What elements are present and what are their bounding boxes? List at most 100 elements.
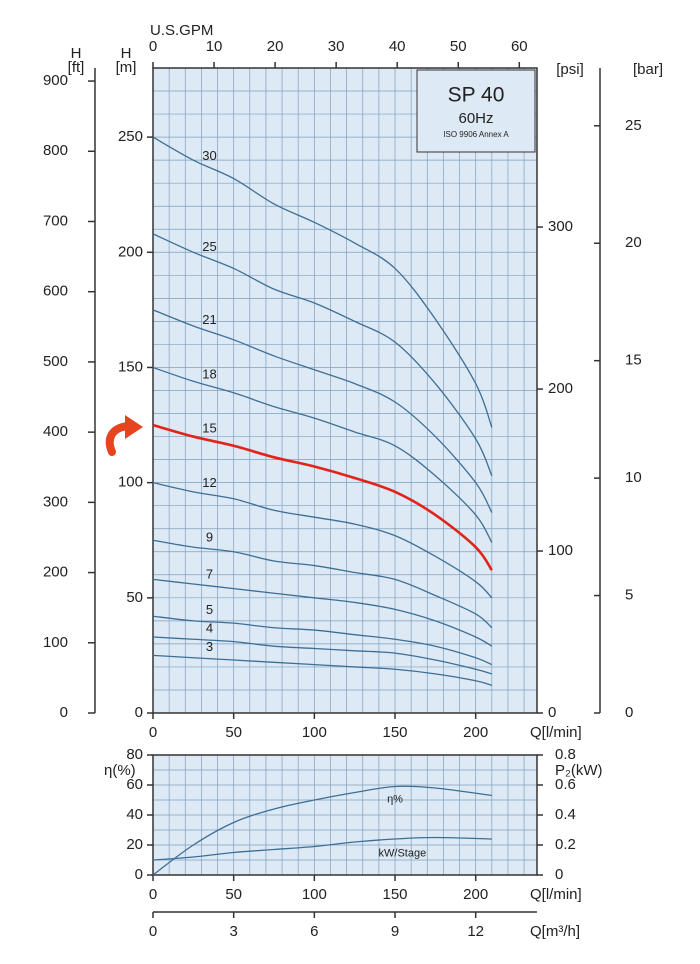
right-tick-label: 10 [625, 469, 642, 486]
x-tick-label: 100 [302, 886, 327, 903]
curve [152, 578, 493, 647]
y-tick-label: 60 [126, 776, 143, 793]
top-tick-label: 40 [389, 38, 406, 55]
m3h-tick-label: 6 [310, 923, 318, 940]
ft-tick-label: 500 [43, 353, 68, 370]
top-tick-label: 50 [450, 38, 467, 55]
top-tick-label: 20 [267, 38, 284, 55]
y-tick-label: 150 [118, 358, 143, 375]
curve [152, 136, 493, 428]
right-tick-label: 200 [548, 380, 573, 397]
title-box [416, 69, 536, 153]
y-tick-label: 20 [126, 836, 143, 853]
m3h-tick-label: 9 [391, 923, 399, 940]
curve-label: 15 [202, 421, 216, 436]
curve-label: 18 [202, 366, 216, 381]
curve [152, 654, 493, 686]
x-tick-label: 0 [149, 886, 157, 903]
y-tick-label: 80 [126, 746, 143, 763]
curve-label: 5 [206, 602, 213, 617]
y-tick-label: 0 [135, 866, 143, 883]
ft-axis-symbol: H [71, 45, 82, 62]
right-tick-label: 25 [625, 117, 642, 134]
y2-tick-label: 0.6 [555, 776, 576, 793]
y-tick-label: 200 [118, 243, 143, 260]
curve-label: 21 [202, 312, 216, 327]
right-tick-label: 100 [548, 542, 573, 559]
right-axis-label: [psi] [556, 61, 584, 78]
curve-label: 4 [206, 621, 213, 636]
y2-tick-label: 0.2 [555, 836, 576, 853]
right-tick-label: 5 [625, 587, 633, 604]
right-tick-label: 0 [625, 704, 633, 721]
m3h-tick-label: 3 [230, 923, 238, 940]
ft-tick-label: 400 [43, 423, 68, 440]
ft-tick-label: 100 [43, 634, 68, 651]
ft-tick-label: 0 [60, 704, 68, 721]
curve [152, 482, 493, 599]
ft-tick-label: 700 [43, 212, 68, 229]
curve-label: 25 [202, 239, 216, 254]
y2-tick-label: 0.4 [555, 806, 576, 823]
note: ISO 9906 Annex A [443, 130, 509, 139]
y-tick-label: 100 [118, 474, 143, 491]
top-axis-label: U.S.GPM [150, 22, 213, 39]
curve-label: kW/Stage [379, 847, 427, 859]
ft-tick-label: 600 [43, 283, 68, 300]
curve [152, 785, 492, 876]
curve [152, 636, 493, 675]
y-tick-label: 50 [126, 589, 143, 606]
curve [152, 836, 492, 861]
right-axis-label: [bar] [633, 61, 663, 78]
curve [152, 539, 493, 629]
top-tick-label: 60 [511, 38, 528, 55]
y2-axis-label: P₂(kW) [555, 762, 602, 779]
top-tick-label: 10 [206, 38, 223, 55]
m3h-axis-label: Q[m³/h] [530, 923, 580, 940]
right-tick-label: 20 [625, 234, 642, 251]
curve-label: 3 [206, 639, 213, 654]
curve [152, 615, 493, 666]
y-tick-label: 250 [118, 128, 143, 145]
top-tick-label: 30 [328, 38, 345, 55]
arrow-icon [105, 422, 132, 456]
y-tick-label: 0 [135, 704, 143, 721]
curve-label: 30 [202, 148, 216, 163]
title: SP 40 [448, 84, 505, 107]
ft-tick-label: 200 [43, 564, 68, 581]
x-tick-label: 150 [383, 886, 408, 903]
curve [152, 423, 493, 571]
x-tick-label: 0 [149, 724, 157, 741]
x-tick-label: 200 [463, 886, 488, 903]
x-tick-label: 50 [225, 886, 242, 903]
arrow-head [125, 415, 143, 439]
ft-axis-label: [ft] [68, 59, 85, 76]
m3h-tick-label: 0 [149, 923, 157, 940]
curve [152, 309, 493, 513]
right-tick-label: 15 [625, 352, 642, 369]
x-tick-label: 150 [383, 724, 408, 741]
right-tick-label: 0 [548, 704, 556, 721]
curve-label: 9 [206, 529, 213, 544]
right-tick-label: 300 [548, 218, 573, 235]
y2-tick-label: 0 [555, 866, 563, 883]
x-tick-label: 100 [302, 724, 327, 741]
curve-label: 12 [202, 475, 216, 490]
curve-label: 7 [206, 566, 213, 581]
m3h-tick-label: 12 [467, 923, 484, 940]
curve [152, 366, 493, 543]
curve [152, 233, 493, 476]
ft-tick-label: 300 [43, 493, 68, 510]
y-axis-label: η(%) [104, 762, 136, 779]
y2-tick-label: 0.8 [555, 746, 576, 763]
ft-tick-label: 900 [43, 72, 68, 89]
subtitle: 60Hz [458, 110, 493, 127]
y-tick-label: 40 [126, 806, 143, 823]
x-axis-label: Q[l/min] [530, 886, 582, 903]
x-axis-label: Q[l/min] [530, 724, 582, 741]
y-axis-symbol: H [121, 45, 132, 62]
ft-tick-label: 800 [43, 142, 68, 159]
y-axis-label: [m] [116, 59, 137, 76]
plot-frame [152, 67, 538, 714]
